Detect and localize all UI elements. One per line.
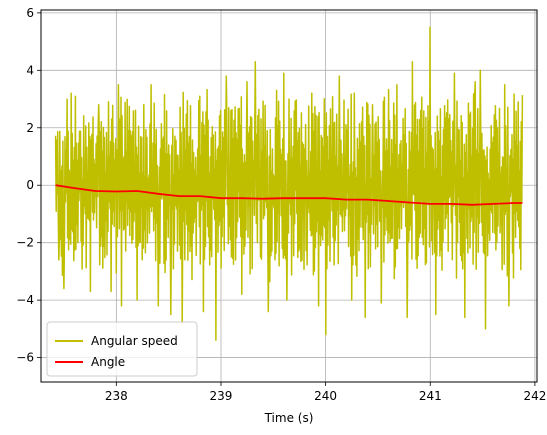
x-tick-label: 239 xyxy=(210,389,233,403)
y-tick-label: 4 xyxy=(26,63,34,77)
x-axis-label: Time (s) xyxy=(264,411,314,425)
plot-frame xyxy=(40,9,538,383)
series-line-angle xyxy=(55,184,523,206)
legend-label-angular-speed: Angular speed xyxy=(91,334,178,348)
x-tick-label: 241 xyxy=(419,389,442,403)
axis-ticks: 238 239 240 241 242 −6 −4 −2 0 2 4 6 xyxy=(16,6,546,403)
y-tick-label: −2 xyxy=(16,236,34,250)
legend: Angular speed Angle xyxy=(46,321,198,377)
legend-box xyxy=(46,321,198,377)
y-tick-label: −6 xyxy=(16,351,34,365)
y-tick-label: 2 xyxy=(26,121,34,135)
y-tick-label: −4 xyxy=(16,293,34,307)
x-tick-label: 242 xyxy=(523,389,546,403)
y-tick-label: 6 xyxy=(26,6,34,20)
legend-label-angle: Angle xyxy=(91,355,125,369)
y-tick-label: 0 xyxy=(26,178,34,192)
series-layer xyxy=(54,26,524,342)
x-tick-label: 240 xyxy=(314,389,337,403)
x-tick-label: 238 xyxy=(105,389,128,403)
series-line-angular-speed xyxy=(54,26,524,342)
